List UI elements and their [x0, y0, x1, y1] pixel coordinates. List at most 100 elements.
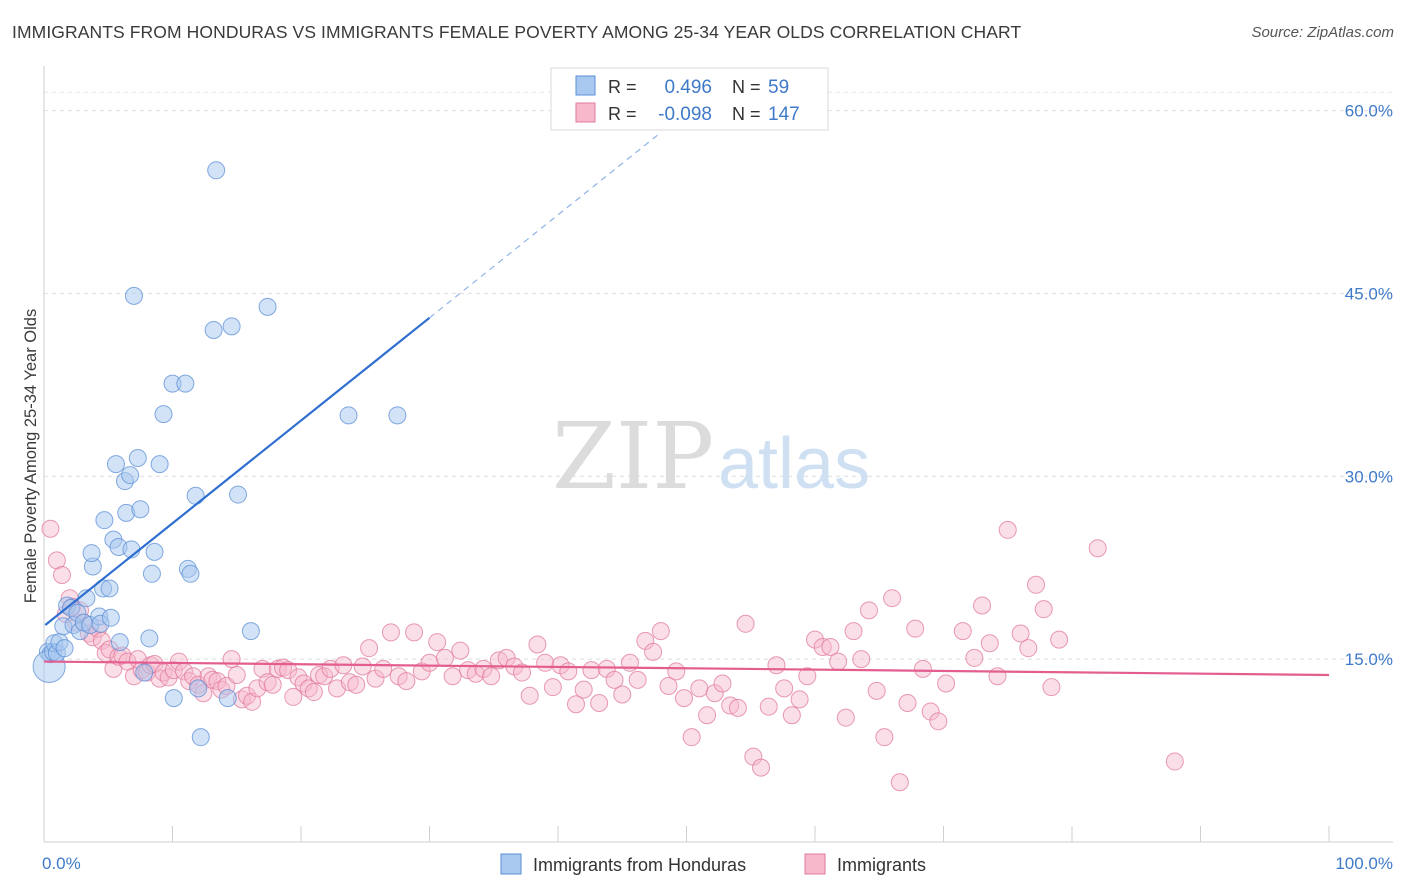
legend-r-label: R = — [608, 104, 637, 124]
point-immigrants — [52, 566, 71, 585]
legend-r-value: -0.098 — [658, 104, 712, 125]
point-immigrants — [867, 681, 886, 700]
point-honduras — [154, 405, 173, 424]
point-immigrants — [913, 659, 932, 678]
y-tick-label: 60.0% — [1345, 102, 1393, 121]
point-immigrants — [1165, 752, 1184, 771]
point-honduras — [339, 406, 358, 425]
chart-title: IMMIGRANTS FROM HONDURAS VS IMMIGRANTS F… — [12, 22, 1022, 42]
point-honduras — [82, 544, 101, 563]
point-immigrants — [728, 698, 747, 717]
point-immigrants — [965, 648, 984, 667]
point-immigrants — [651, 622, 670, 641]
point-immigrants — [590, 694, 609, 713]
point-honduras — [388, 406, 407, 425]
point-honduras — [241, 622, 260, 641]
point-immigrants — [829, 652, 848, 671]
point-immigrants — [451, 641, 470, 660]
point-immigrants — [366, 669, 385, 688]
point-immigrants — [705, 684, 724, 703]
point-immigrants — [443, 667, 462, 686]
point-immigrants — [482, 667, 501, 686]
watermark-zip: ZIP — [552, 403, 714, 510]
point-immigrants — [304, 683, 323, 702]
point-honduras — [222, 317, 241, 336]
point-immigrants — [713, 674, 732, 693]
point-immigrants — [775, 679, 794, 698]
point-immigrants — [420, 653, 439, 672]
point-immigrants — [929, 712, 948, 731]
legend-bottom-label: Immigrants — [837, 855, 926, 875]
y-tick-label: 45.0% — [1345, 284, 1393, 303]
point-immigrants — [543, 678, 562, 697]
point-immigrants — [682, 728, 701, 747]
point-immigrants — [520, 686, 539, 705]
point-immigrants — [844, 622, 863, 641]
point-immigrants — [790, 690, 809, 709]
point-immigrants — [1042, 678, 1061, 697]
y-tick-labels: 15.0% 30.0% 45.0% 60.0% — [1345, 102, 1393, 670]
point-honduras — [191, 728, 210, 747]
point-immigrants — [736, 614, 755, 633]
source-label: Source: ZipAtlas.com — [1251, 24, 1394, 41]
y-axis-label: Female Poverty Among 25-34 Year Olds — [22, 309, 40, 603]
point-immigrants — [980, 634, 999, 653]
point-immigrants — [582, 661, 601, 680]
point-honduras — [101, 608, 120, 627]
axes — [43, 66, 1393, 843]
point-immigrants — [937, 674, 956, 693]
x-tick-labels: 0.0% 100.0% — [42, 854, 1393, 873]
gridlines — [44, 91, 1393, 660]
trend-lines — [43, 132, 1330, 677]
point-honduras — [121, 466, 140, 485]
legend-top: R = 0.496 N = 59 R = -0.098 N = 147 — [550, 67, 829, 131]
point-immigrants — [613, 685, 632, 704]
legend-bottom-swatch — [804, 853, 826, 875]
point-immigrants — [605, 670, 624, 689]
point-immigrants — [513, 663, 532, 682]
legend-bottom: Immigrants from Honduras Immigrants — [500, 853, 926, 875]
point-honduras — [229, 485, 248, 504]
point-immigrants — [1027, 575, 1046, 594]
point-immigrants — [628, 670, 647, 689]
point-honduras — [100, 579, 119, 598]
point-immigrants — [41, 519, 60, 538]
point-immigrants — [921, 702, 940, 721]
point-immigrants — [536, 653, 555, 672]
point-immigrants — [208, 672, 227, 691]
point-immigrants — [227, 665, 246, 684]
point-honduras — [150, 455, 169, 474]
point-immigrants — [821, 637, 840, 656]
point-immigrants — [353, 657, 372, 676]
legend-n-label: N = — [732, 104, 761, 124]
point-honduras — [189, 679, 208, 698]
watermark-atlas: atlas — [718, 424, 870, 504]
point-immigrants — [258, 673, 277, 692]
point-immigrants — [752, 758, 771, 777]
point-immigrants — [836, 708, 855, 727]
legend-n-value: 59 — [768, 77, 789, 98]
point-honduras — [128, 449, 147, 467]
x-tick-label-min: 0.0% — [42, 854, 81, 873]
legend-top-swatch — [575, 102, 596, 123]
point-immigrants — [782, 706, 801, 725]
point-honduras — [55, 639, 74, 658]
point-immigrants — [973, 596, 992, 615]
point-immigrants — [279, 661, 298, 680]
point-honduras — [110, 633, 129, 652]
point-immigrants — [435, 648, 454, 667]
point-immigrants — [852, 650, 871, 669]
x-tick-label-max: 100.0% — [1335, 854, 1393, 873]
series-immigrants-points — [41, 519, 1184, 792]
point-immigrants — [566, 695, 585, 714]
point-immigrants — [759, 697, 778, 716]
point-honduras — [131, 500, 150, 519]
point-immigrants — [238, 686, 257, 705]
point-immigrants — [381, 623, 400, 642]
point-honduras — [181, 564, 200, 583]
legend-top-swatch — [575, 75, 596, 96]
point-immigrants — [806, 630, 824, 649]
point-honduras — [218, 689, 237, 708]
point-immigrants — [1050, 630, 1069, 649]
